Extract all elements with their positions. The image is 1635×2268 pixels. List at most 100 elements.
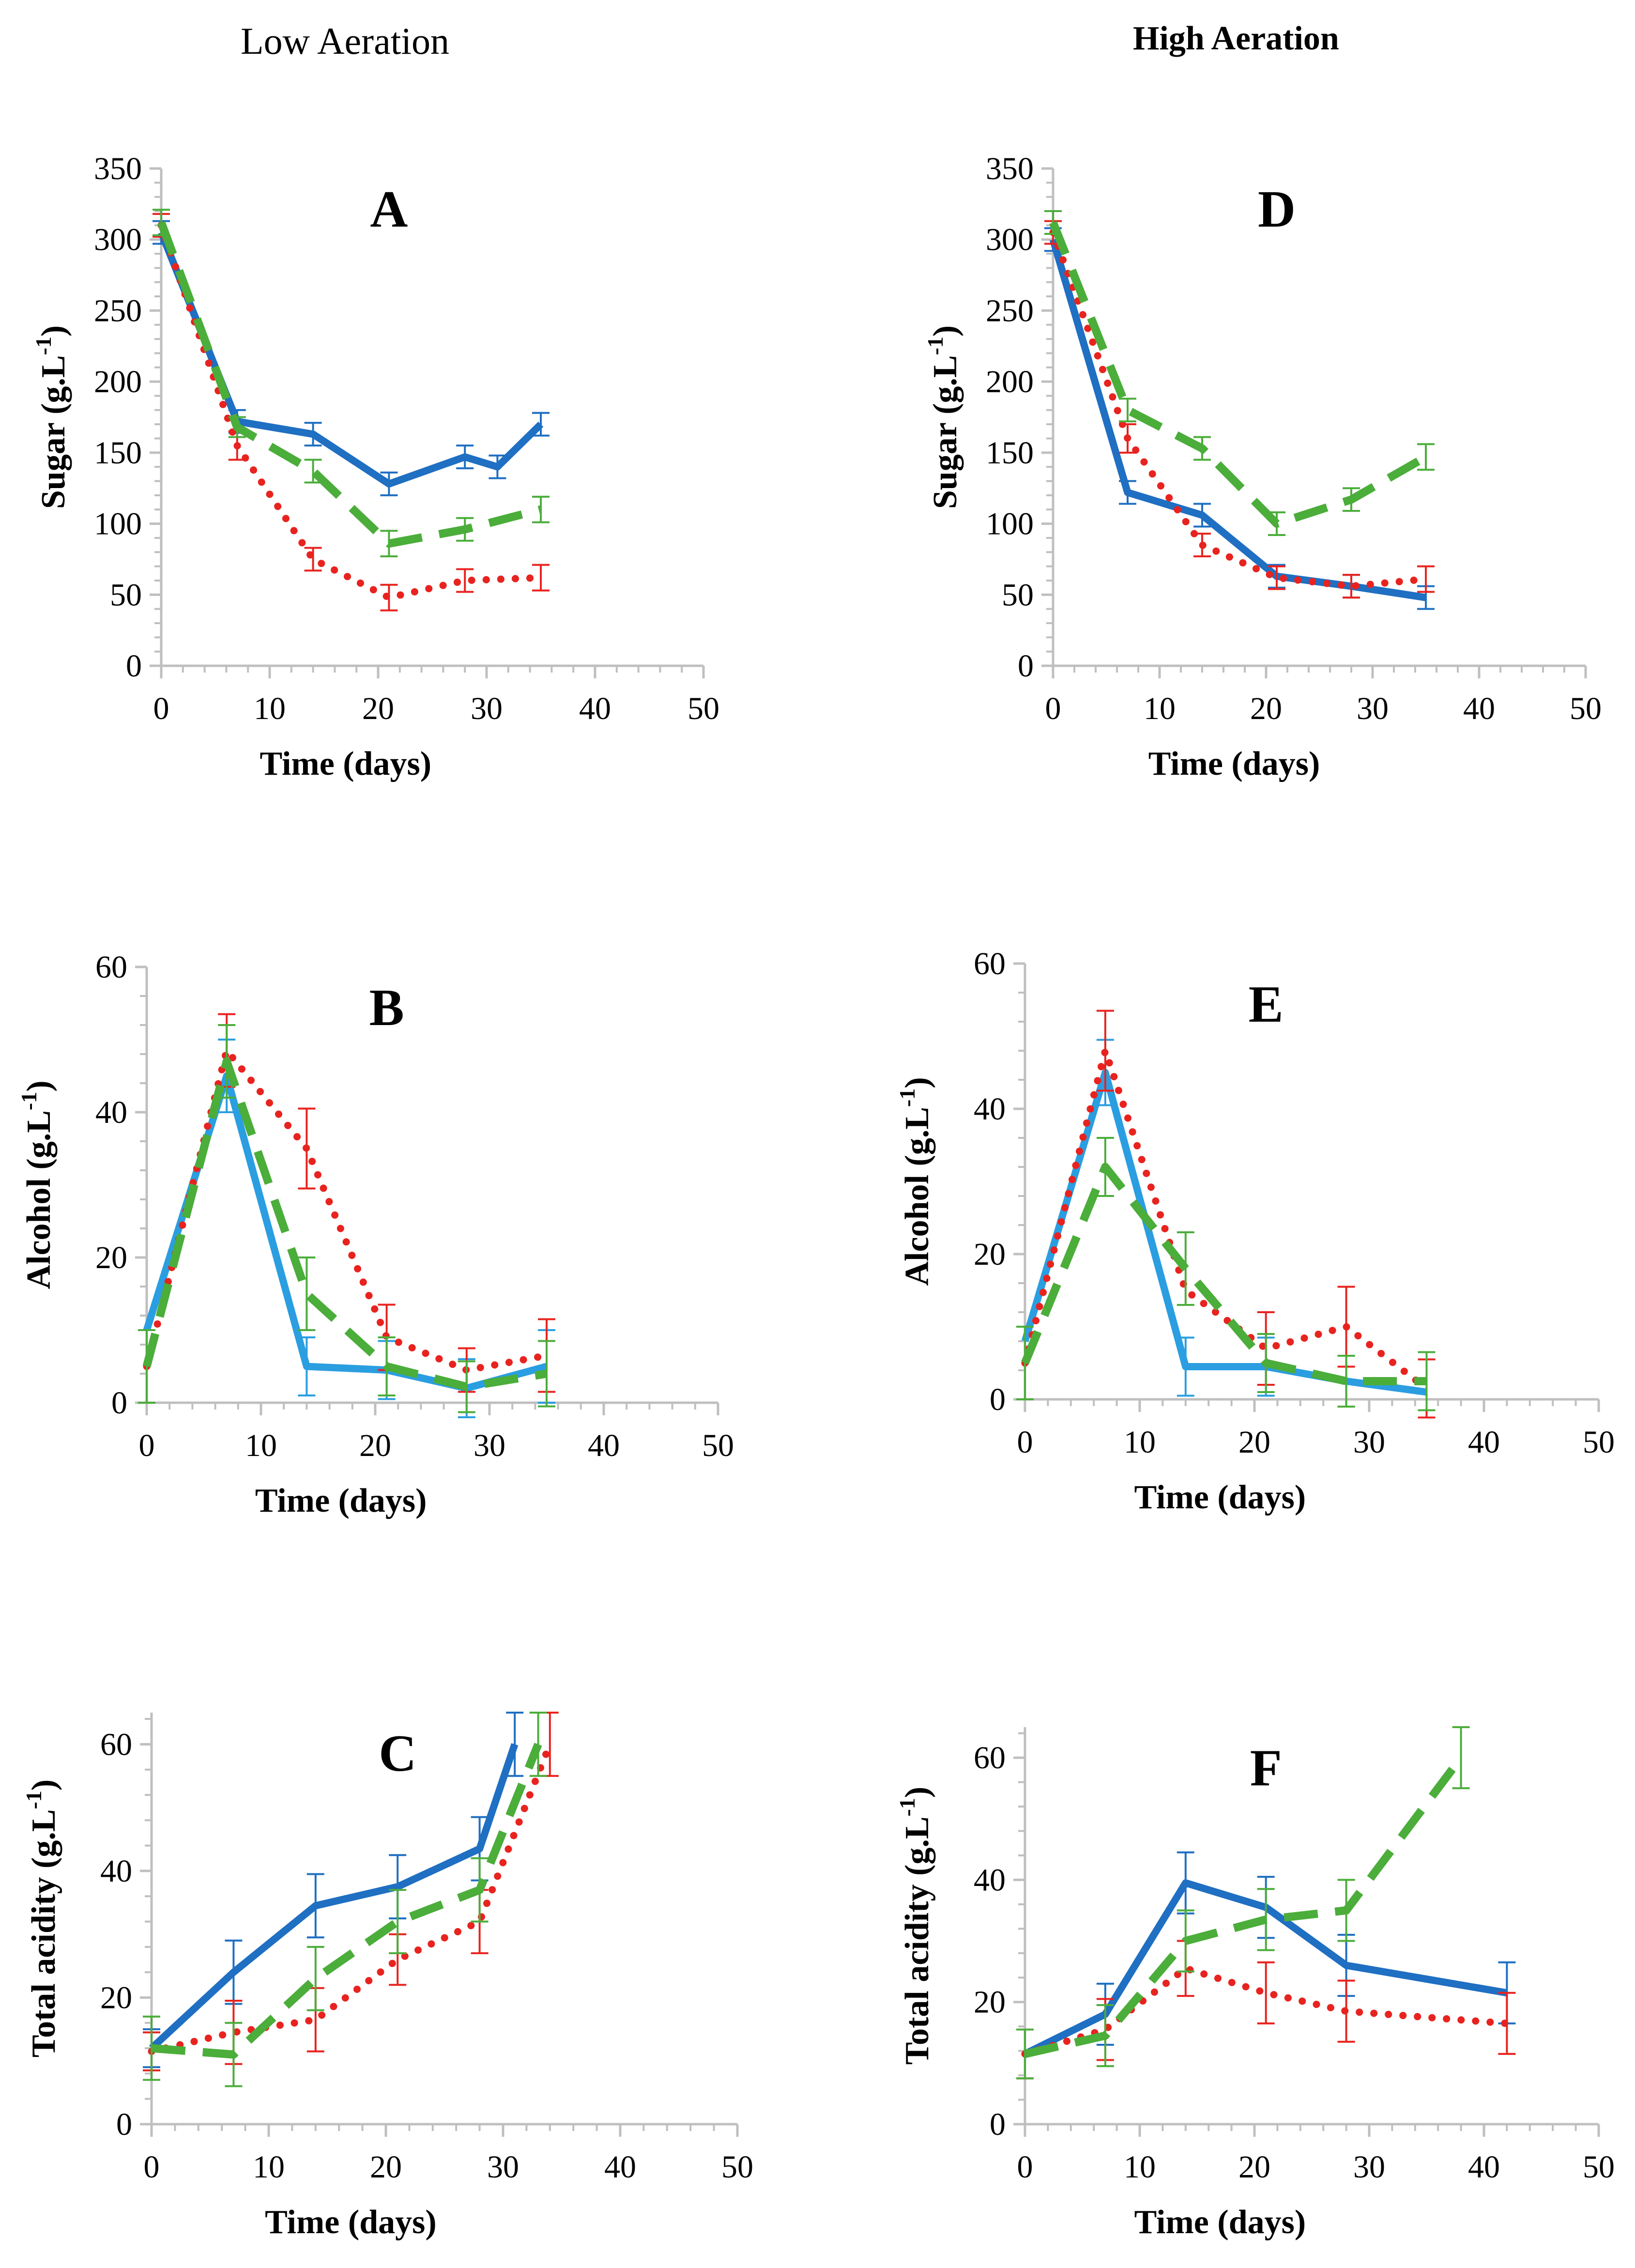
x-tick-label: 10 (1144, 691, 1176, 726)
series-line (1021, 1163, 1427, 1385)
x-axis-title: Time (days) (255, 1482, 427, 1519)
panel-letter-d: D (1258, 181, 1296, 238)
x-tick-label: 0 (1017, 2149, 1033, 2185)
x-axis-title: Time (days) (265, 2204, 437, 2241)
series-line (1023, 1879, 1508, 2057)
y-tick-label: 20 (974, 1237, 1006, 1272)
x-axis-title: Time (days) (1134, 1479, 1306, 1516)
y-tick-label: 350 (986, 151, 1034, 186)
x-tick-label: 40 (579, 691, 611, 726)
y-axis-title: Total acidity (g.L-1) (21, 1779, 62, 2057)
x-axis-title: Time (days) (260, 745, 432, 782)
x-tick-label: 30 (1353, 1425, 1385, 1460)
series-line (1049, 221, 1428, 528)
y-tick-label: 0 (116, 2107, 132, 2142)
x-tick-label: 10 (245, 1428, 277, 1463)
x-tick-label: 10 (253, 2149, 285, 2185)
y-tick-label: 350 (94, 151, 142, 186)
series-green-dashed (153, 209, 550, 558)
x-tick-label: 10 (1124, 2149, 1156, 2185)
series-line (142, 1057, 548, 1391)
x-tick-label: 20 (359, 1428, 391, 1463)
y-tick-label: 200 (986, 364, 1034, 399)
series-line (1049, 238, 1427, 601)
y-tick-label: 0 (111, 1385, 127, 1421)
y-tick-label: 300 (986, 222, 1034, 258)
y-tick-label: 250 (94, 293, 142, 328)
series-line (157, 221, 542, 548)
x-tick-label: 20 (1250, 691, 1282, 726)
x-tick-label: 50 (702, 1428, 734, 1463)
y-axis-title: Sugar (g.L-1) (31, 325, 72, 509)
y-tick-label: 0 (990, 2107, 1006, 2142)
y-tick-label: 20 (95, 1240, 127, 1275)
x-axis-title: Time (days) (1134, 2204, 1306, 2241)
y-tick-label: 150 (986, 435, 1034, 471)
x-tick-label: 40 (1468, 2149, 1500, 2185)
y-tick-label: 60 (974, 1740, 1006, 1776)
y-axis-title: Alcohol (g.L-1) (16, 1080, 58, 1289)
y-axis-title: Alcohol (g.L-1) (895, 1077, 936, 1286)
x-tick-label: 50 (721, 2149, 753, 2185)
y-tick-label: 20 (974, 1985, 1006, 2020)
y-tick-label: 100 (94, 506, 142, 542)
y-tick-label: 50 (110, 577, 142, 613)
panel-letter-f: F (1250, 1739, 1282, 1797)
y-tick-label: 100 (986, 506, 1034, 542)
y-tick-label: 40 (95, 1095, 127, 1130)
y-tick-label: 200 (94, 364, 142, 399)
panel-letter-e: E (1249, 976, 1284, 1033)
panel-letter-b: B (369, 979, 404, 1037)
x-tick-label: 40 (1468, 1425, 1500, 1460)
x-tick-label: 30 (471, 691, 503, 726)
x-axis-title: Time (days) (1148, 745, 1320, 782)
x-tick-label: 20 (1238, 2149, 1270, 2185)
y-tick-label: 250 (986, 293, 1034, 328)
y-tick-label: 300 (94, 222, 142, 258)
series-line (143, 1047, 550, 1374)
x-tick-label: 40 (604, 2149, 636, 2185)
y-tick-label: 0 (1018, 648, 1034, 684)
series-green-dashed (138, 1024, 555, 1413)
x-tick-label: 50 (1570, 691, 1602, 726)
x-tick-label: 30 (1357, 691, 1389, 726)
y-tick-label: 150 (94, 435, 142, 471)
series-red-dotted (1016, 1940, 1516, 2080)
series-green-dashed (143, 1712, 547, 2087)
column-title-low-aeration: Low Aeration (241, 20, 450, 62)
x-tick-label: 50 (688, 691, 719, 726)
x-tick-label: 20 (370, 2149, 402, 2185)
x-tick-label: 10 (254, 691, 286, 726)
series-line (151, 1743, 542, 2059)
series-line (1021, 1069, 1427, 1396)
x-tick-label: 0 (153, 691, 169, 726)
series-line (1021, 1047, 1430, 1392)
panel-letter-c: C (379, 1725, 416, 1782)
y-tick-label: 0 (126, 648, 142, 684)
series-green-dashed (1016, 1137, 1436, 1411)
x-tick-label: 40 (1463, 691, 1495, 726)
x-tick-label: 0 (1045, 691, 1061, 726)
y-tick-label: 40 (100, 1854, 132, 1889)
y-tick-label: 0 (990, 1382, 1006, 1417)
y-tick-label: 60 (100, 1727, 132, 1762)
series-green-dashed (1016, 1726, 1470, 2080)
y-tick-label: 20 (100, 1980, 132, 2015)
x-tick-label: 0 (144, 2149, 160, 2185)
x-tick-label: 30 (487, 2149, 519, 2185)
column-title-high-aeration: High Aeration (1133, 20, 1339, 57)
y-axis-title: Sugar (g.L-1) (923, 325, 964, 509)
y-tick-label: 40 (974, 1091, 1006, 1127)
series-line (1024, 1755, 1465, 2058)
y-tick-label: 40 (974, 1862, 1006, 1898)
x-tick-label: 50 (1583, 1425, 1615, 1460)
x-tick-label: 30 (1353, 2149, 1385, 2185)
x-tick-label: 10 (1124, 1425, 1156, 1460)
series-line (148, 1740, 554, 2055)
